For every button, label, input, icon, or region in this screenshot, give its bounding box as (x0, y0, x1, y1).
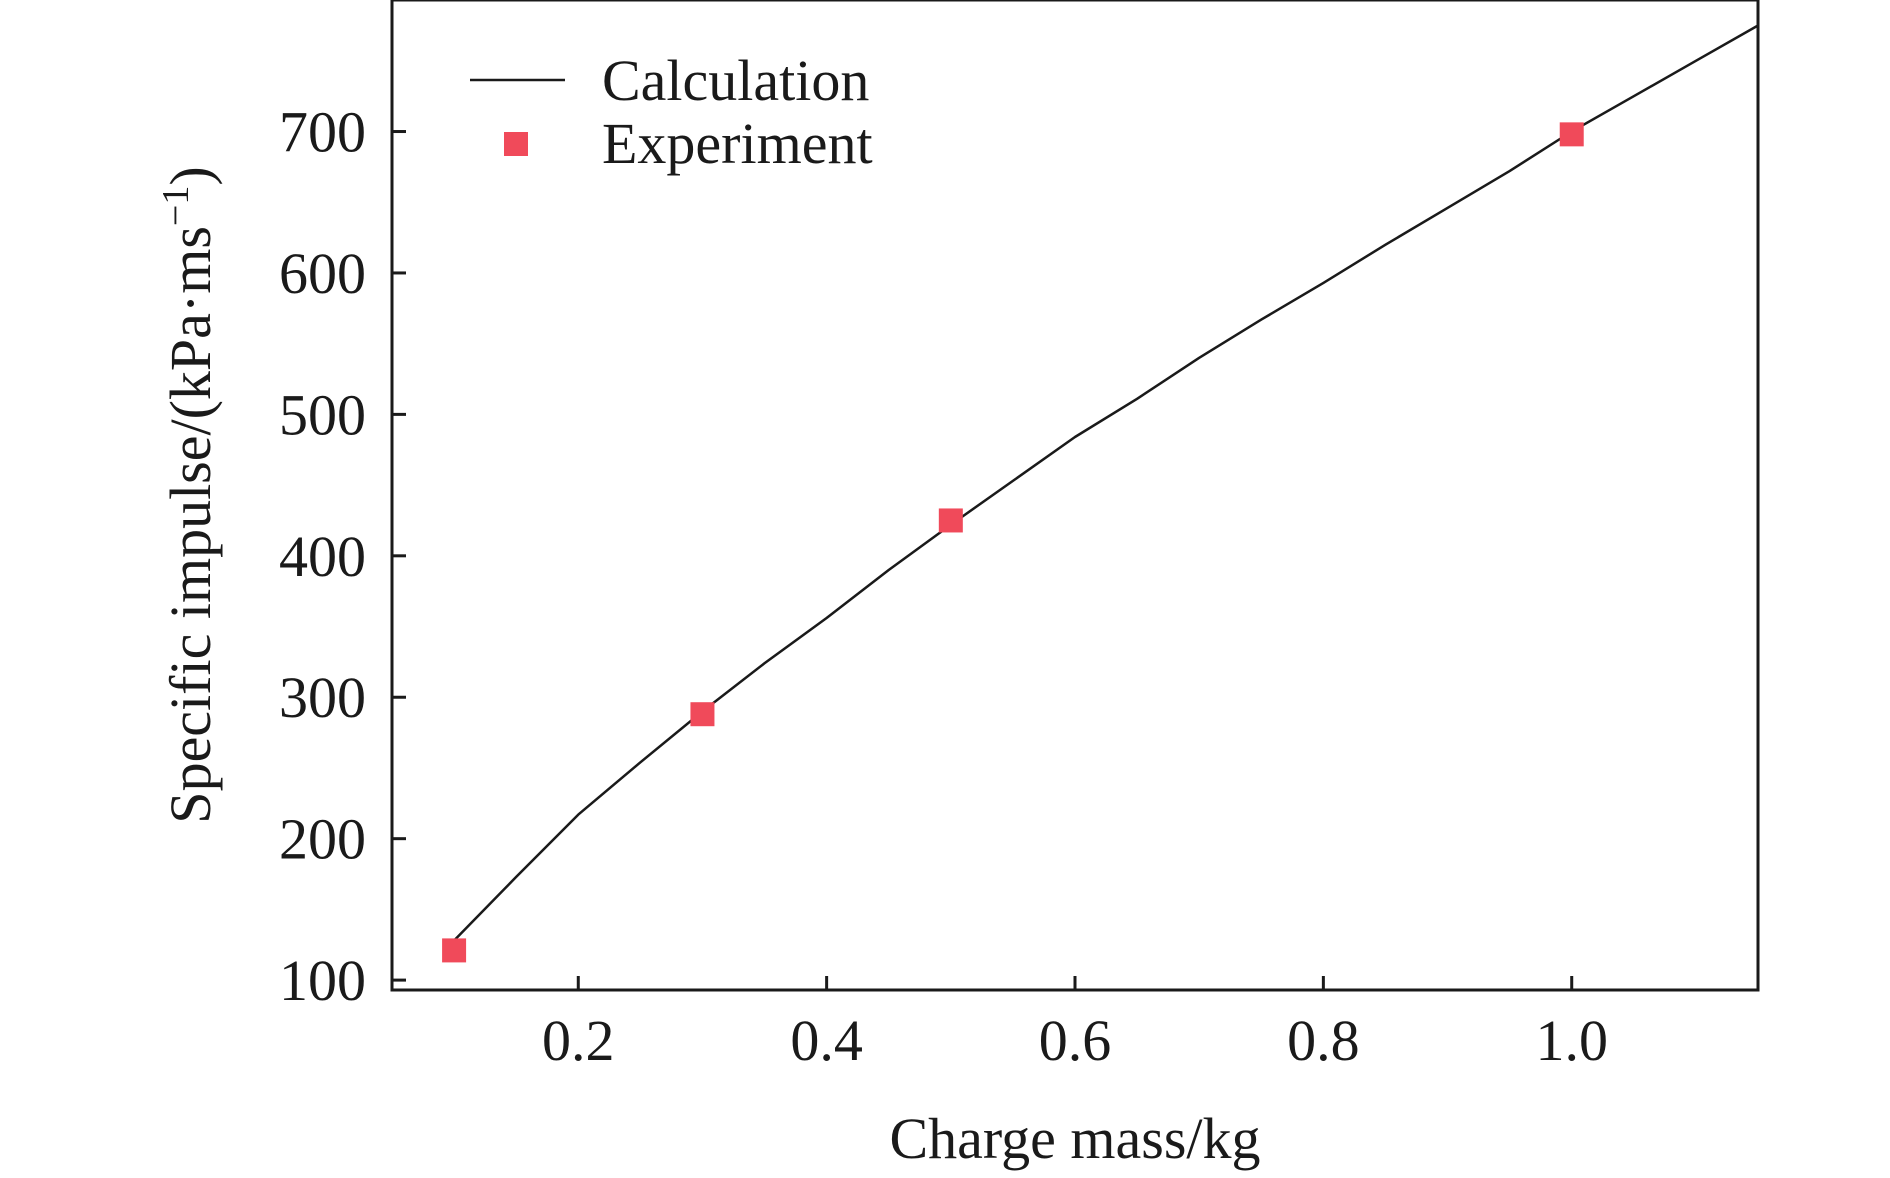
x-axis-label: Charge mass/kg (889, 1106, 1260, 1171)
y-tick-label: 700 (279, 100, 366, 165)
plot-frame (390, 0, 1760, 992)
legend-marker-experiment (504, 132, 528, 156)
y-tick-label: 200 (279, 807, 366, 872)
x-tick-label: 0.8 (1287, 1008, 1360, 1073)
experiment-point (1559, 122, 1584, 147)
y-tick-label: 500 (279, 382, 366, 447)
y-axis-label: Specific impulse/(kPa·ms−1) (155, 166, 223, 823)
legend-label-experiment: Experiment (602, 111, 873, 176)
x-tick-label: 0.6 (1039, 1008, 1112, 1073)
y-tick-label: 600 (279, 241, 366, 306)
y-tick-label: 100 (279, 948, 366, 1013)
series-line-calculation (453, 24, 1759, 942)
y-tick-label: 400 (279, 524, 366, 589)
y-axis-label-sup: −1 (155, 186, 197, 226)
y-axis-label-main: Specific impulse/(kPa·ms (158, 226, 223, 824)
x-ticks: 0.2 0.4 0.6 0.8 1.0 (542, 976, 1608, 1073)
experiment-point (690, 702, 715, 727)
y-axis-label-close: ) (158, 166, 223, 185)
x-tick-label: 1.0 (1535, 1008, 1608, 1073)
legend: Calculation Experiment (470, 48, 873, 176)
experiment-point (442, 938, 467, 963)
y-ticks: 100 200 300 400 500 600 700 (279, 100, 406, 1013)
series-layer (442, 24, 1759, 963)
x-tick-label: 0.2 (542, 1008, 615, 1073)
legend-label-calculation: Calculation (602, 48, 869, 113)
y-tick-label: 300 (279, 665, 366, 730)
x-tick-label: 0.4 (790, 1008, 863, 1073)
experiment-point (938, 508, 963, 533)
